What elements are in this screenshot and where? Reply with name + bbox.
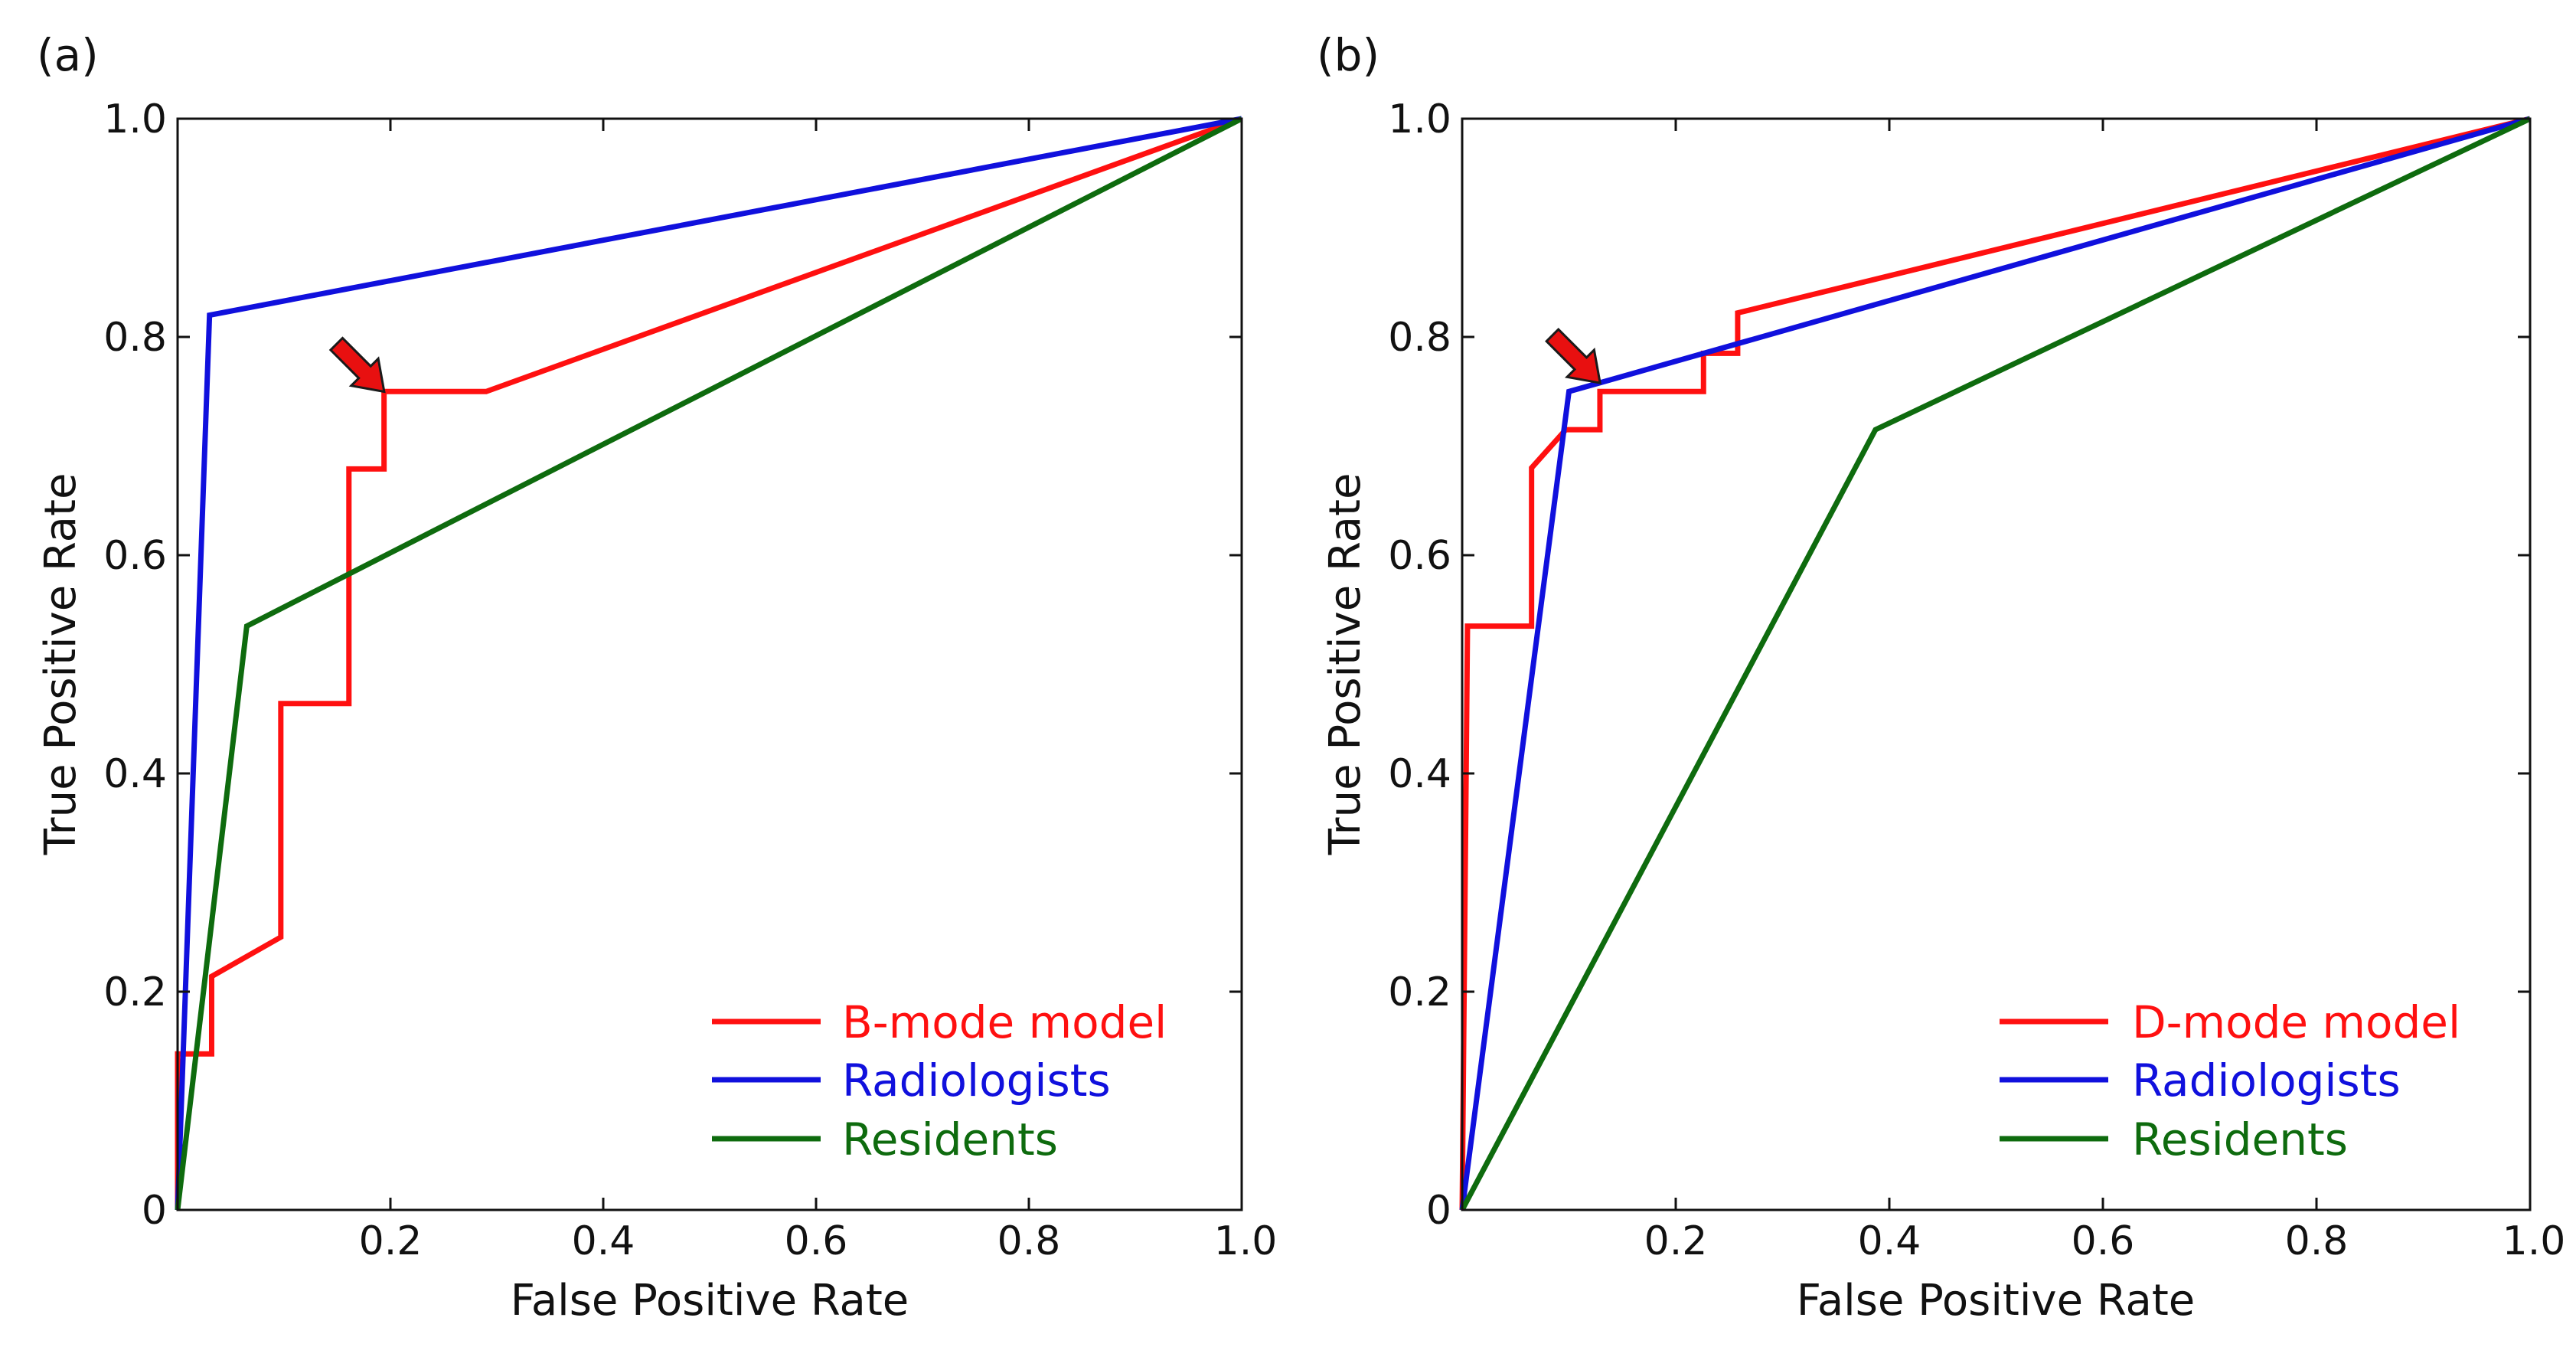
- y-tick-label: 1.0: [1388, 96, 1451, 142]
- panel-b-x-tick-labels: 0.2 0.4 0.6 0.8 1.0: [1644, 1218, 2566, 1264]
- legend-entry-radiologists: Radiologists: [2132, 1054, 2401, 1107]
- panel-a-y-axis-label: True Positive Rate: [36, 473, 86, 856]
- panel-b-y-axis-label: True Positive Rate: [1321, 473, 1370, 856]
- y-tick-label: 0.8: [103, 315, 167, 361]
- panel-b-y-tick-labels: 0 0.2 0.4 0.6 0.8 1.0: [1388, 96, 1451, 1234]
- x-tick-label: 0.6: [2072, 1218, 2135, 1264]
- panel-a-label: (a): [37, 29, 99, 81]
- panel-a-x-tick-labels: 0.2 0.4 0.6 0.8 1.0: [359, 1218, 1278, 1264]
- series-line-residents: [1459, 116, 2532, 1211]
- legend-entry-radiologists: Radiologists: [842, 1054, 1111, 1107]
- panel-b-x-axis-label: False Positive Rate: [1797, 1276, 2195, 1326]
- panel-a-x-axis-label: False Positive Rate: [511, 1276, 909, 1326]
- legend-entry-d-mode-model: D-mode model: [2132, 996, 2460, 1048]
- panel-a-highlight-arrow: [328, 336, 386, 394]
- y-tick-label: 0.2: [1388, 969, 1451, 1015]
- x-tick-label: 0.8: [2285, 1218, 2349, 1264]
- legend-entry-b-mode-model: B-mode model: [842, 996, 1167, 1048]
- x-tick-label: 1.0: [2503, 1218, 2566, 1264]
- panel-b-plot-frame: [1461, 117, 2532, 1211]
- panel-b-legend: D-mode model Radiologists Residents: [2000, 996, 2460, 1166]
- legend-entry-residents: Residents: [842, 1113, 1058, 1166]
- series-line-radiologists: [1459, 116, 2531, 1211]
- x-tick-label: 1.0: [1214, 1218, 1278, 1264]
- y-tick-label: 0.4: [1388, 751, 1451, 797]
- panel-b-label: (b): [1317, 29, 1379, 81]
- panel-a-legend: B-mode model Radiologists Residents: [712, 996, 1167, 1166]
- y-tick-label: 0.8: [1388, 315, 1451, 361]
- legend-entry-residents: Residents: [2132, 1113, 2348, 1166]
- series-line-d-mode-model: [1459, 116, 2531, 1211]
- x-tick-label: 0.8: [997, 1218, 1061, 1264]
- y-tick-label: 0.6: [103, 533, 167, 579]
- panel-b: (b) 0.2 0.4 0.6 0.8 1.0 0 0.2 0.4 0.6 0.…: [1317, 29, 2565, 1326]
- panel-a-y-tick-labels: 0 0.2 0.4 0.6 0.8 1.0: [103, 96, 167, 1234]
- x-tick-label: 0.6: [785, 1218, 848, 1264]
- panel-a-series: [175, 116, 1243, 1211]
- x-tick-label: 0.2: [359, 1218, 423, 1264]
- panel-b-highlight-arrow: [1545, 327, 1602, 384]
- panel-b-ticks: [1462, 117, 2532, 1211]
- series-line-residents: [175, 116, 1243, 1211]
- panel-a-ticks: [178, 117, 1243, 1211]
- x-tick-label: 0.2: [1644, 1218, 1708, 1264]
- x-tick-label: 0.4: [572, 1218, 635, 1264]
- y-tick-label: 0.6: [1388, 533, 1451, 579]
- y-tick-label: 0.2: [103, 969, 167, 1015]
- panel-b-series: [1459, 116, 2532, 1211]
- x-tick-label: 0.4: [1858, 1218, 1921, 1264]
- series-line-b-mode-model: [175, 116, 1243, 1210]
- series-line-radiologists: [175, 116, 1242, 1211]
- y-tick-label: 0: [1426, 1188, 1451, 1234]
- panel-a-plot-frame: [176, 117, 1243, 1211]
- y-tick-label: 0: [142, 1188, 167, 1234]
- y-tick-label: 0.4: [103, 751, 167, 797]
- panel-a: (a) 0.2 0.4 0.6 0.8 1.0 0 0.2 0.4 0.6 0.…: [36, 29, 1277, 1326]
- y-tick-label: 1.0: [103, 96, 167, 142]
